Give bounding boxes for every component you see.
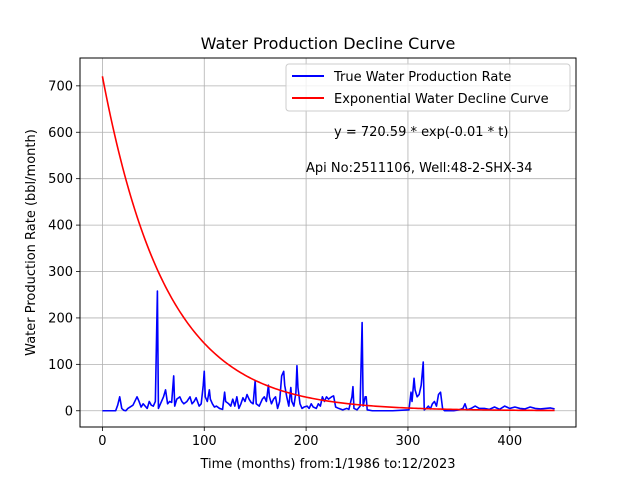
chart-title: Water Production Decline Curve: [201, 34, 456, 53]
y-tick-label: 500: [48, 172, 73, 187]
series-layer: [101, 76, 555, 412]
x-tick-label: 100: [192, 434, 217, 449]
legend-label-decline-curve: Exponential Water Decline Curve: [334, 92, 549, 107]
axis-ticks: 0 100 200 300 400 0 100 200 300 400 500 600 700: [48, 79, 522, 449]
y-tick-label: 300: [48, 265, 73, 280]
y-tick-label: 400: [48, 219, 73, 234]
legend-label-true-rate: True Water Production Rate: [333, 70, 511, 85]
y-tick-label: 100: [48, 358, 73, 373]
y-tick-label: 0: [65, 404, 73, 419]
equation-annotation: y = 720.59 * exp(-0.01 * t): [334, 125, 508, 140]
y-tick-label: 600: [48, 126, 73, 141]
legend: True Water Production Rate Exponential W…: [285, 63, 571, 112]
gridlines: [80, 58, 576, 427]
y-axis-label: Water Production Rate (bbl/month): [24, 129, 39, 356]
legend-box: [285, 63, 571, 112]
x-tick-label: 400: [497, 434, 522, 449]
x-axis-label: Time (months) from:1/1986 to:12/2023: [199, 457, 455, 472]
y-tick-label: 700: [48, 79, 73, 94]
well-annotation: Api No:2511106, Well:48-2-SHX-34: [306, 161, 533, 176]
x-tick-label: 200: [294, 434, 319, 449]
y-tick-label: 200: [48, 311, 73, 326]
x-tick-label: 300: [396, 434, 421, 449]
x-tick-label: 0: [98, 434, 106, 449]
plot-frame: [79, 57, 577, 428]
series-line-decline-curve: [101, 76, 555, 412]
series-line-true-rate: [102, 290, 555, 412]
